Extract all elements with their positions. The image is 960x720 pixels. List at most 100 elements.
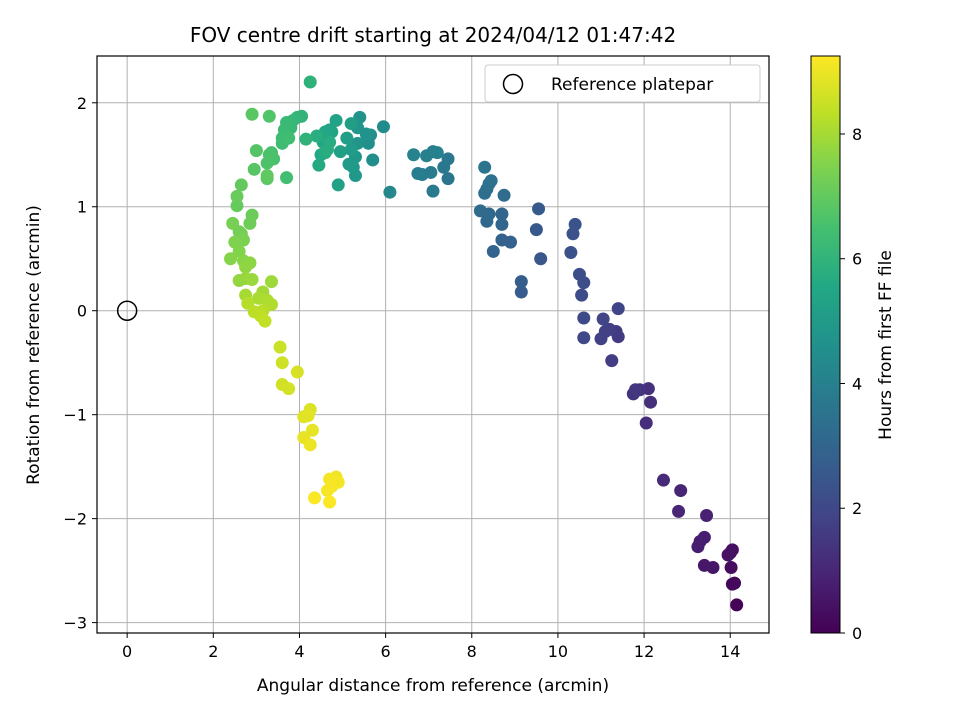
scatter-point: [303, 75, 317, 89]
scatter-point: [260, 169, 274, 183]
scatter-point: [224, 252, 238, 266]
scatter-point: [275, 356, 289, 370]
scatter-point: [282, 382, 296, 396]
scatter-point: [484, 174, 498, 188]
scatter-point: [721, 548, 735, 562]
scatter-point: [568, 217, 582, 231]
scatter-point: [495, 217, 509, 231]
scatter-point: [312, 158, 326, 172]
chart-title: FOV centre drift starting at 2024/04/12 …: [190, 23, 676, 47]
scatter-point: [333, 145, 347, 159]
scatter-point: [639, 416, 653, 430]
scatter-point: [342, 157, 356, 171]
scatter-point: [260, 156, 274, 170]
scatter-point: [628, 383, 642, 397]
scatter-point: [320, 143, 334, 157]
y-tick-label: −3: [63, 614, 87, 633]
scatter-point: [344, 143, 358, 157]
scatter-point: [245, 107, 259, 121]
scatter-point: [672, 504, 686, 518]
scatter-point: [234, 178, 248, 192]
scatter-point: [529, 223, 543, 237]
legend-box: [484, 64, 761, 103]
x-tick-label: 14: [720, 642, 740, 661]
scatter-point: [376, 120, 390, 134]
scatter-point: [473, 204, 487, 218]
scatter-point: [478, 160, 492, 174]
scatter-point: [411, 166, 425, 180]
scatter-point: [258, 314, 272, 328]
scatter-point: [730, 598, 744, 612]
scatter-point: [329, 113, 343, 127]
colorbar-tick-label: 6: [852, 250, 862, 269]
scatter-point: [280, 171, 294, 185]
scatter-point: [366, 153, 380, 167]
scatter-point: [323, 495, 337, 509]
colorbar-tick-label: 0: [852, 624, 862, 643]
scatter-point: [340, 131, 354, 145]
scatter-point: [344, 117, 358, 131]
scatter-point: [239, 260, 253, 274]
scatter-point: [486, 244, 500, 258]
scatter-point: [245, 273, 259, 287]
scatter-point: [497, 188, 511, 202]
scatter-point: [273, 340, 287, 354]
reference-point-marker: [116, 300, 138, 321]
scatter-point: [514, 275, 528, 289]
colorbar-label: Hours from first FF file: [876, 250, 896, 440]
scatter-point: [226, 216, 240, 230]
scatter-point: [249, 144, 263, 158]
legend: Reference platepar: [484, 64, 761, 103]
scatter-point: [308, 491, 322, 505]
reference-marker-group: [116, 300, 138, 321]
scatter-point: [495, 233, 509, 247]
y-tick-label: −1: [63, 406, 87, 425]
scatter-point: [605, 354, 619, 368]
legend-entry-reference: Reference platepar: [551, 75, 713, 95]
scatter-point: [264, 275, 278, 289]
scatter-point: [430, 146, 444, 160]
scatter-point: [437, 160, 451, 174]
scatter-point: [656, 473, 670, 487]
scatter-point: [426, 184, 440, 198]
legend-marker: [502, 73, 524, 95]
x-axis: 0 2 4 6 8 10 12 14: [122, 633, 740, 661]
scatter-point: [247, 162, 261, 176]
scatter-point: [420, 149, 434, 163]
scatter-point: [577, 331, 591, 345]
scatter-point: [724, 561, 738, 575]
grid: [97, 56, 769, 633]
scatter-point: [262, 109, 276, 123]
colorbar-gradient: [810, 55, 841, 634]
scatter-point: [577, 311, 591, 325]
y-tick-label: 2: [77, 94, 87, 113]
x-tick-label: 12: [634, 642, 654, 661]
x-tick-label: 6: [381, 642, 391, 661]
y-tick-label: 0: [77, 302, 87, 321]
scatter-point: [320, 484, 334, 498]
x-tick-label: 2: [208, 642, 218, 661]
x-axis-label: Angular distance from reference (arcmin): [257, 676, 609, 696]
colorbar-tick-label: 8: [852, 125, 862, 144]
colorbar-tick-label: 4: [852, 374, 862, 393]
scatter-point: [230, 199, 244, 213]
scatter-point: [596, 312, 610, 326]
y-axis-label: Rotation from reference (arcmin): [24, 205, 44, 485]
scatter-point: [572, 267, 586, 281]
colorbar: 0 2 4 6 8 Hours from first FF file: [810, 55, 896, 643]
scatter-point: [611, 302, 625, 316]
colorbar-tick-label: 2: [852, 499, 862, 518]
scatter-point: [243, 216, 257, 230]
scatter-point: [594, 332, 608, 346]
plot-frame: [96, 55, 770, 634]
y-axis: −3 −2 −1 0 1 2: [63, 94, 97, 633]
scatter-point: [644, 395, 658, 409]
scatter-point: [564, 245, 578, 259]
colorbar-ticks: 0 2 4 6 8: [840, 125, 862, 643]
scatter-point: [301, 409, 315, 423]
scatter-point: [331, 178, 345, 192]
scatter-point: [495, 207, 509, 221]
scatter-point: [441, 172, 455, 186]
scatter-point: [532, 202, 546, 216]
scatter-point: [691, 540, 705, 554]
